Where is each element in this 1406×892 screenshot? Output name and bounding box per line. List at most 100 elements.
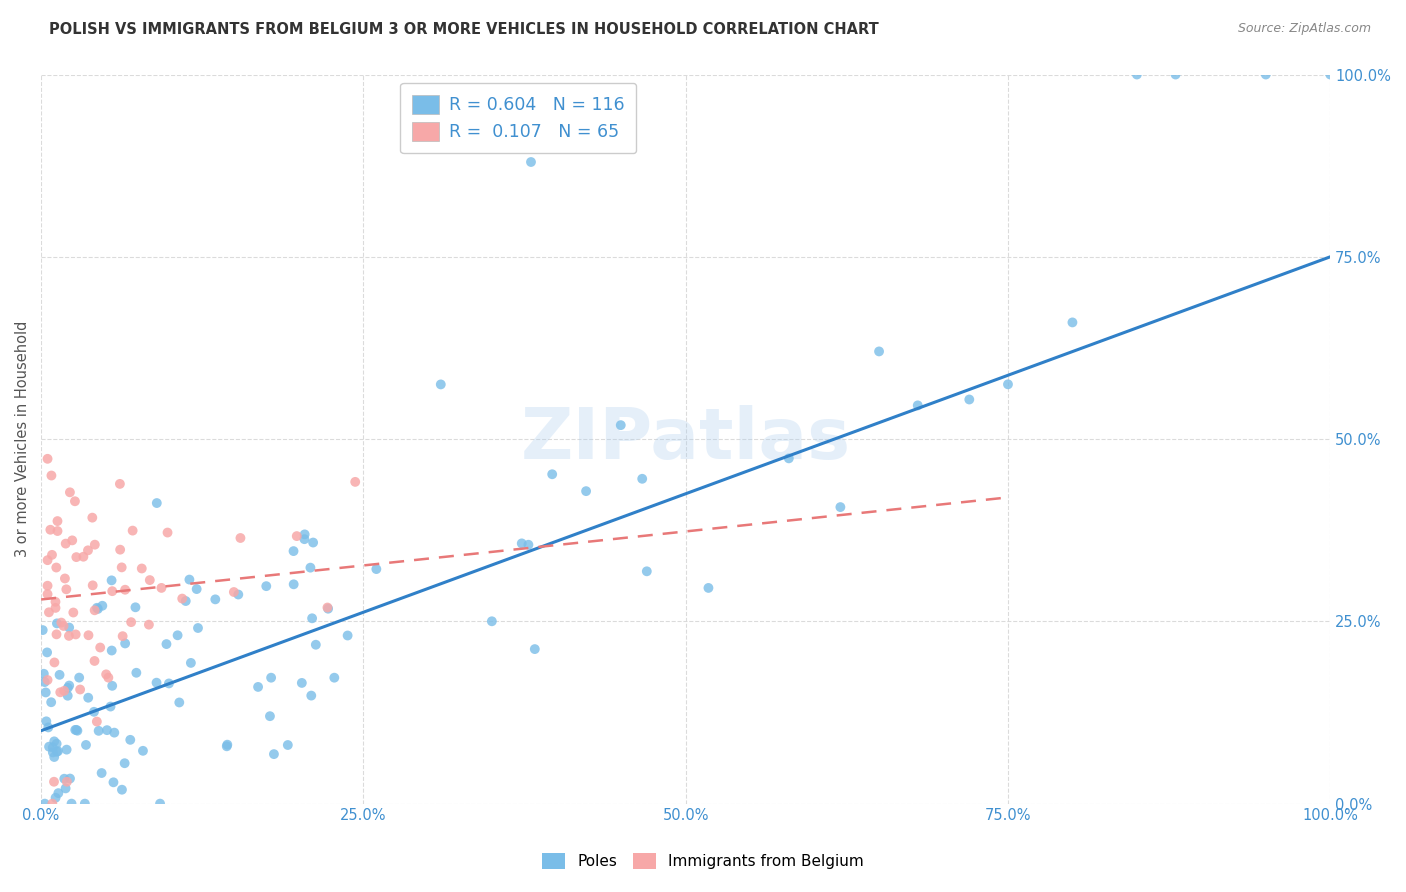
Point [37,553,59,567]
Point [260,671,283,685]
Point [778,451,800,466]
Point [46,514,69,528]
Point [44,600,66,615]
Legend: Poles, Immigrants from Belgium: Poles, Immigrants from Belgium [536,847,870,875]
Point [44,656,66,670]
Point [157,676,180,690]
Point [56,689,79,703]
Point [59,485,82,500]
Point [46,744,69,758]
Point [37,720,59,734]
Point [42,774,65,789]
Point [481,615,503,629]
Point [344,475,367,489]
Point [35,685,58,699]
Point [77,690,100,705]
Point [100,699,122,714]
Point [316,601,339,615]
Point [429,377,451,392]
Point [90,766,112,780]
Point [283,577,305,591]
Point [67,671,90,685]
Point [229,531,252,545]
Point [77,628,100,642]
Point [222,585,245,599]
Point [82,578,104,592]
Point [217,738,239,752]
Point [100,643,122,657]
Point [1062,315,1084,329]
Point [41,468,63,483]
Point [77,543,100,558]
Point [520,155,543,169]
Point [73,797,96,811]
Point [41,797,63,811]
Point [114,756,136,771]
Point [517,538,540,552]
Point [100,574,122,588]
Point [301,611,323,625]
Point [55,582,77,597]
Point [263,747,285,761]
Point [89,640,111,655]
Point [172,591,194,606]
Point [111,782,134,797]
Point [38,739,60,754]
Point [631,472,654,486]
Point [247,680,270,694]
Point [366,562,388,576]
Point [957,392,980,407]
Point [39,523,62,537]
Point [34,797,56,811]
Point [63,494,86,508]
Point [124,600,146,615]
Point [97,671,120,685]
Point [65,627,87,641]
Point [59,772,82,786]
Point [83,705,105,719]
Point [44,734,66,748]
Legend: R = 0.604   N = 116, R =  0.107   N = 65: R = 0.604 N = 116, R = 0.107 N = 65 [401,83,636,153]
Point [35,714,58,729]
Point [37,451,59,466]
Point [299,689,322,703]
Point [45,737,67,751]
Point [45,627,67,641]
Point [138,617,160,632]
Point [186,582,208,596]
Point [697,581,720,595]
Point [83,538,105,552]
Point [121,524,143,538]
Point [131,561,153,575]
Point [336,628,359,642]
Point [38,605,60,619]
Point [541,467,564,482]
Point [83,603,105,617]
Point [259,709,281,723]
Point [907,398,929,412]
Point [51,615,73,630]
Point [277,738,299,752]
Point [125,665,148,680]
Point [111,629,134,643]
Point [56,681,79,695]
Point [145,675,167,690]
Point [58,621,80,635]
Point [44,595,66,609]
Point [31,623,53,637]
Point [39,695,62,709]
Point [283,544,305,558]
Point [101,584,124,599]
Point [169,696,191,710]
Point [62,606,84,620]
Point [132,744,155,758]
Point [294,527,316,541]
Point [45,616,67,631]
Point [53,772,76,786]
Point [53,572,76,586]
Point [44,750,66,764]
Point [1126,68,1149,82]
Point [65,723,87,737]
Point [72,549,94,564]
Point [575,484,598,499]
